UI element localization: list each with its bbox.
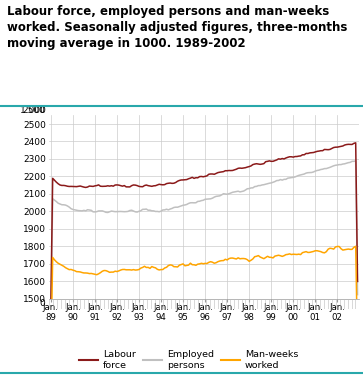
Text: Labour force, employed persons and man-weeks
worked. Seasonally adjusted figures: Labour force, employed persons and man-w…	[7, 5, 348, 50]
Text: 0: 0	[40, 299, 45, 308]
Text: 1 000: 1 000	[20, 105, 45, 115]
Legend: Labour
force, Employed
persons, Man-weeks
worked: Labour force, Employed persons, Man-week…	[76, 346, 302, 373]
Text: 2500: 2500	[23, 105, 45, 115]
